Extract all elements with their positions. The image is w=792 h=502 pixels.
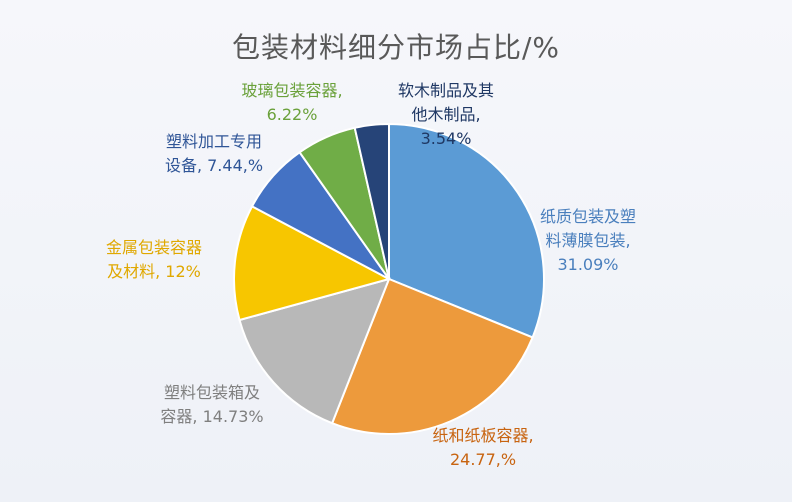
slice-label-line: 24.77,% xyxy=(450,450,516,469)
slice-label-line: 软木制品及其 xyxy=(398,81,494,100)
slice-label-4: 金属包装容器及材料, 12% xyxy=(106,238,202,281)
slice-label-line: 设备, 7.44,% xyxy=(165,156,263,175)
slice-label-line: 纸质包装及塑 xyxy=(540,207,636,226)
slice-label-2: 纸和纸板容器, 24.77,% xyxy=(432,426,533,469)
slice-label-line: 他木制品, xyxy=(411,105,480,124)
slice-label-line: 纸和纸板容器, xyxy=(432,426,533,445)
slice-label-3: 塑料包装箱及容器, 14.73% xyxy=(160,383,263,426)
slice-label-line: 料薄膜包装, xyxy=(545,231,630,250)
slice-label-line: 6.22% xyxy=(267,105,318,124)
slice-label-line: 3.54% xyxy=(421,129,472,148)
pie-slice-3 xyxy=(238,277,391,425)
slice-label-6: 玻璃包装容器, 6.22% xyxy=(241,81,342,124)
chart-title: 包装材料细分市场占比/% xyxy=(231,31,561,64)
slice-label-line: 31.09% xyxy=(557,255,618,274)
pie-slice-1 xyxy=(388,122,545,339)
slice-label-1: 纸质包装及塑料薄膜包装, 31.09% xyxy=(540,207,636,274)
slice-label-line: 容器, 14.73% xyxy=(160,407,263,426)
pie-slices xyxy=(233,122,545,435)
slice-label-line: 塑料包装箱及 xyxy=(164,383,260,402)
pie-slice-4 xyxy=(233,204,392,322)
pie-slice-2 xyxy=(330,277,534,435)
slice-label-line: 及材料, 12% xyxy=(107,262,201,281)
slice-label-line: 玻璃包装容器, xyxy=(241,81,342,100)
slice-label-7: 软木制品及其他木制品, 3.54% xyxy=(398,81,494,148)
slice-label-line: 金属包装容器 xyxy=(106,238,202,257)
slice-label-5: 塑料加工专用设备, 7.44,% xyxy=(165,132,263,175)
pie-slice-7 xyxy=(353,122,390,280)
slice-label-line: 塑料加工专用 xyxy=(166,132,262,151)
pie-labels: 纸质包装及塑料薄膜包装, 31.09% 纸和纸板容器, 24.77,% 塑料包装箱及容器… xyxy=(106,81,636,469)
